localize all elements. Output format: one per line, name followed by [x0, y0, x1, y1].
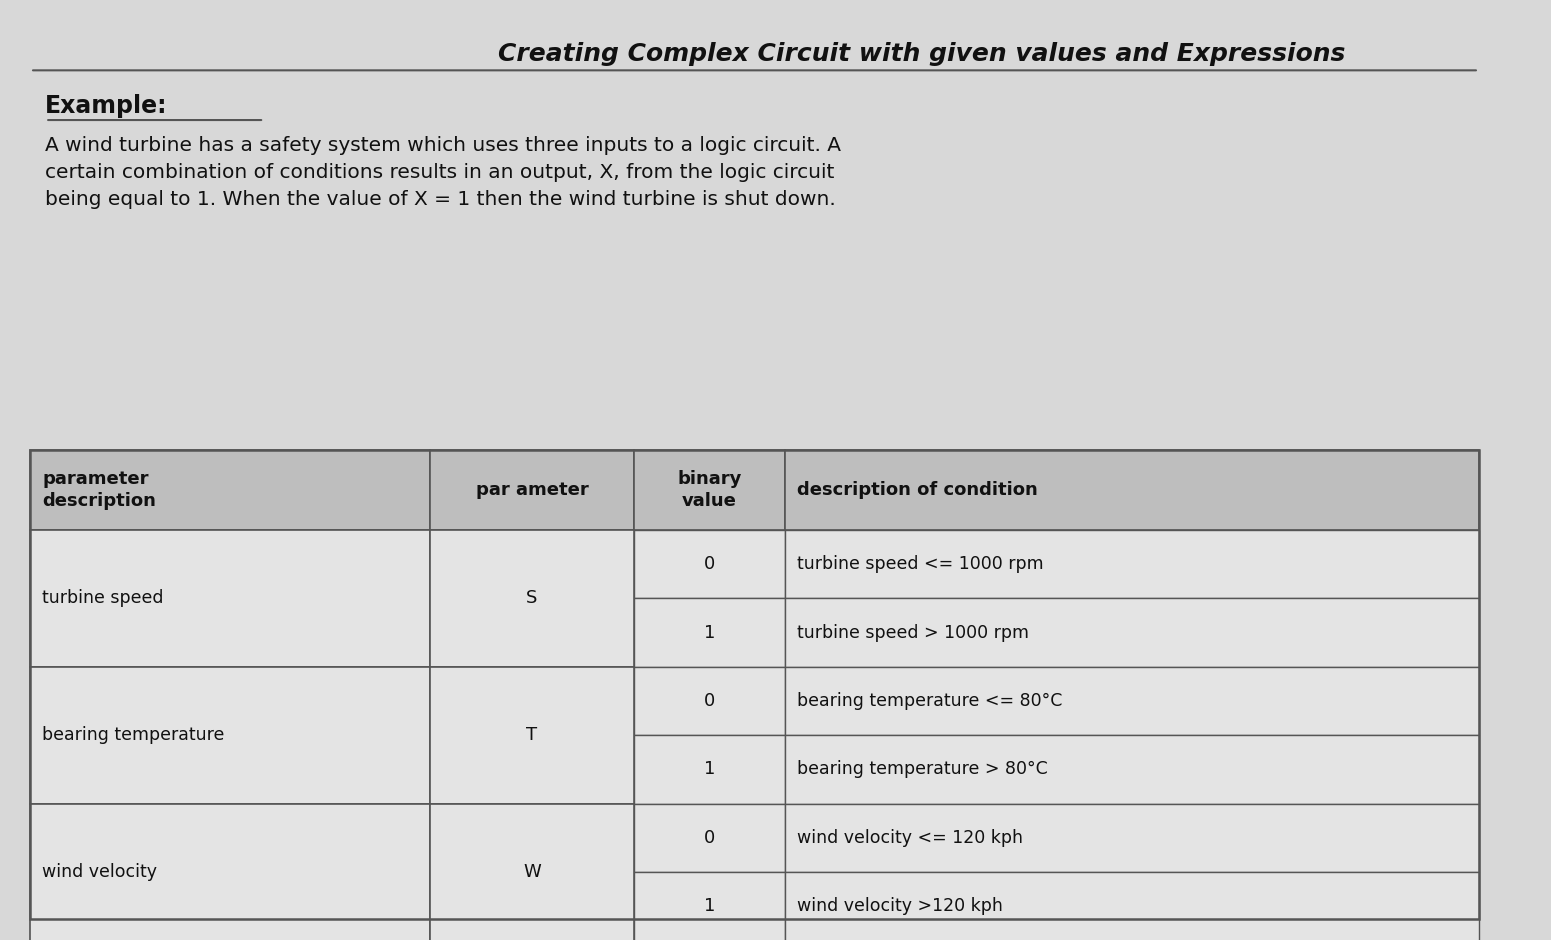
Text: 1: 1: [704, 760, 715, 778]
Bar: [430, 450, 634, 530]
Bar: [29, 450, 1478, 919]
Bar: [29, 666, 430, 735]
Text: bearing temperature: bearing temperature: [42, 727, 225, 744]
Text: turbine speed > 1000 rpm: turbine speed > 1000 rpm: [797, 623, 1028, 642]
Bar: [29, 735, 430, 804]
Text: wind velocity >120 kph: wind velocity >120 kph: [797, 898, 1002, 916]
Text: wind velocity <= 120 kph: wind velocity <= 120 kph: [797, 829, 1022, 847]
Text: Example:: Example:: [45, 94, 168, 118]
Bar: [785, 530, 1478, 599]
Bar: [29, 666, 430, 804]
Text: 1: 1: [704, 898, 715, 916]
Text: parameter
description: parameter description: [42, 470, 157, 510]
Bar: [29, 804, 430, 940]
Bar: [785, 599, 1478, 666]
Bar: [29, 599, 430, 666]
Text: A wind turbine has a safety system which uses three inputs to a logic circuit. A: A wind turbine has a safety system which…: [45, 136, 841, 210]
Text: description of condition: description of condition: [797, 481, 1038, 499]
Bar: [29, 450, 430, 530]
Text: Creating Complex Circuit with given values and Expressions: Creating Complex Circuit with given valu…: [498, 42, 1345, 66]
Bar: [634, 872, 785, 940]
Bar: [634, 450, 785, 530]
Bar: [430, 735, 634, 804]
Text: turbine speed <= 1000 rpm: turbine speed <= 1000 rpm: [797, 556, 1044, 573]
Text: T: T: [526, 727, 538, 744]
Bar: [29, 530, 430, 666]
Bar: [785, 666, 1478, 735]
Bar: [430, 666, 634, 804]
Text: 0: 0: [704, 692, 715, 710]
Bar: [785, 735, 1478, 804]
Bar: [430, 530, 634, 666]
Text: par ameter: par ameter: [476, 481, 588, 499]
Bar: [430, 872, 634, 940]
Bar: [785, 804, 1478, 872]
Text: 0: 0: [704, 556, 715, 573]
Text: bearing temperature <= 80°C: bearing temperature <= 80°C: [797, 692, 1062, 710]
Text: turbine speed: turbine speed: [42, 589, 164, 607]
Bar: [430, 599, 634, 666]
Text: 1: 1: [704, 623, 715, 642]
Text: W: W: [523, 863, 541, 881]
Bar: [430, 804, 634, 940]
Bar: [430, 530, 634, 599]
Bar: [430, 666, 634, 735]
Bar: [634, 530, 785, 599]
Bar: [785, 872, 1478, 940]
Bar: [29, 804, 430, 872]
Bar: [634, 599, 785, 666]
Bar: [634, 735, 785, 804]
Bar: [634, 804, 785, 872]
Bar: [29, 872, 430, 940]
Text: binary
value: binary value: [678, 470, 741, 510]
Bar: [29, 530, 430, 599]
Text: bearing temperature > 80°C: bearing temperature > 80°C: [797, 760, 1047, 778]
Text: S: S: [526, 589, 538, 607]
Text: wind velocity: wind velocity: [42, 863, 157, 881]
Text: 0: 0: [704, 829, 715, 847]
Bar: [785, 450, 1478, 530]
Bar: [430, 804, 634, 872]
Bar: [634, 666, 785, 735]
